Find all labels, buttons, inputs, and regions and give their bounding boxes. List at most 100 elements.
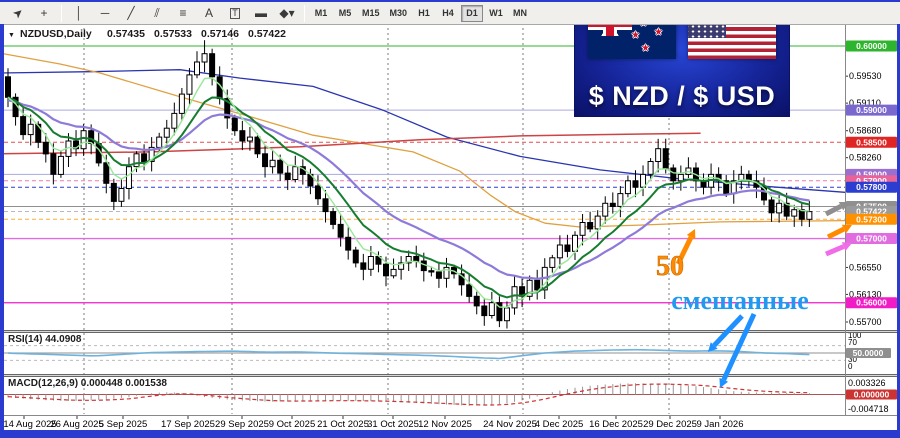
ohlc-close: 0.57422 — [248, 28, 286, 40]
candle — [148, 146, 155, 162]
equidistant-channel-tool[interactable]: ⫽ — [145, 4, 169, 23]
window-border-right — [897, 24, 900, 430]
svg-text:0.58500: 0.58500 — [856, 137, 887, 147]
label-tool[interactable]: T — [223, 4, 247, 23]
candle — [806, 211, 813, 220]
vertical-line-tool[interactable]: │ — [67, 4, 91, 23]
orange-level-arrow-head — [841, 224, 852, 234]
svg-text:0.56000: 0.56000 — [856, 298, 887, 308]
candle — [398, 262, 405, 270]
candle — [405, 256, 412, 264]
shapes-icon: ▬ — [255, 6, 267, 20]
timeframe-m30[interactable]: M30 — [389, 8, 408, 18]
candle — [511, 286, 518, 309]
candle — [360, 262, 367, 270]
timeframe-h1[interactable]: H1 — [418, 8, 430, 18]
candle — [103, 162, 110, 184]
candle — [231, 117, 238, 132]
timeframe-m5[interactable]: M5 — [338, 8, 352, 18]
date-label: 17 Sep 2025 — [161, 419, 215, 430]
ohlc-high: 0.57533 — [154, 28, 192, 40]
candle — [624, 180, 631, 195]
trendline-tool[interactable]: ╱ — [119, 4, 143, 23]
window-border-left — [0, 24, 4, 430]
candle — [254, 136, 261, 155]
date-label: 21 Oct 2025 — [317, 419, 369, 430]
timeframe-w1[interactable]: W1 — [489, 8, 503, 18]
candle — [163, 127, 170, 138]
rsi-mid-badge: 50.0000 — [853, 348, 884, 358]
candlestick-series — [5, 40, 813, 329]
timeframe-m15[interactable]: M15 — [362, 8, 380, 18]
date-label: 29 Dec 2025 — [643, 419, 697, 430]
rsi-scale-label: 30 — [848, 355, 857, 364]
price-tick: 0.58680 — [849, 126, 882, 136]
candle — [337, 223, 344, 238]
shapes-tool[interactable]: ▬ — [249, 4, 273, 23]
candle — [186, 74, 193, 95]
nz-star-icon: ★ — [631, 30, 640, 41]
date-label: 31 Oct 2025 — [367, 419, 419, 430]
price-levels — [4, 45, 845, 304]
candle — [42, 141, 49, 155]
candle — [473, 295, 480, 307]
trendline-icon: ╱ — [127, 6, 135, 20]
blue-rsi-arrow — [712, 314, 744, 348]
svg-text:0.57000: 0.57000 — [856, 234, 887, 244]
candle — [640, 173, 647, 188]
label-icon: T — [230, 7, 240, 19]
svg-text:0.59000: 0.59000 — [856, 105, 887, 115]
nz-star-icon: ★ — [654, 27, 663, 38]
price-badge-0.56000 — [846, 297, 897, 309]
candle — [579, 222, 586, 236]
candle — [194, 61, 200, 76]
gray-price-arrow-head — [838, 201, 849, 211]
timeframe-h4[interactable]: H4 — [442, 8, 454, 18]
arrows-tool[interactable]: ◆▾ — [275, 4, 299, 23]
candle — [776, 202, 783, 214]
candle — [670, 167, 677, 182]
candle — [277, 159, 284, 174]
timeframe-m1[interactable]: M1 — [314, 8, 328, 18]
timeframe-d1[interactable]: D1 — [461, 4, 484, 22]
candle — [246, 136, 253, 142]
candle — [617, 193, 624, 207]
candle — [262, 153, 269, 168]
collapse-icon[interactable]: ▼ — [8, 32, 15, 39]
text-tool[interactable]: A — [197, 4, 221, 23]
svg-text:0.58000: 0.58000 — [856, 169, 887, 179]
rsi-scale-label: 0 — [848, 362, 853, 371]
candle — [564, 244, 571, 252]
macd-axis-top: 0.003326 — [848, 378, 886, 388]
timeframe-mn[interactable]: MN — [513, 8, 528, 18]
candle — [488, 302, 495, 317]
fibonacci-tool[interactable]: ≡ — [171, 4, 195, 23]
horizontal-line-tool[interactable]: ─ — [93, 4, 117, 23]
candle — [390, 268, 397, 277]
candle — [602, 202, 609, 217]
cursor-tool[interactable]: ➤ — [6, 4, 30, 23]
candle — [677, 173, 684, 182]
rsi-label: RSI(14) 44.0908 — [8, 334, 82, 345]
orange-level-arrow — [826, 226, 846, 240]
rsi-scale-label: 70 — [848, 338, 857, 347]
candle — [352, 249, 359, 264]
date-label: 9 Oct 2025 — [269, 419, 315, 430]
pair-label: $ NZD / $ USD — [588, 81, 776, 111]
crosshair-tool[interactable]: + — [32, 4, 56, 23]
candle — [662, 148, 669, 169]
nz-star-icon: ★ — [641, 43, 650, 54]
svg-text:0.57300: 0.57300 — [856, 214, 887, 224]
candle — [322, 198, 329, 213]
candle — [496, 302, 503, 322]
candle — [655, 148, 662, 162]
candle — [458, 273, 465, 286]
candle — [481, 305, 488, 317]
candle — [761, 186, 767, 201]
drawing-tools-group: ➤ + │ ─ ╱ ⫽ ≡ A T ▬ ◆▾ — [5, 4, 309, 23]
candle — [594, 215, 601, 230]
price-badge-0.57000 — [846, 233, 897, 245]
